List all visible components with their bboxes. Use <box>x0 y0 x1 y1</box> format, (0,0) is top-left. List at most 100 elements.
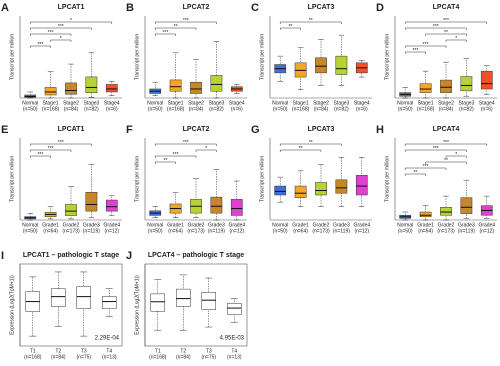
y-axis-label: Transcript per million <box>259 34 265 80</box>
x-tick-label: Normal <box>397 222 413 228</box>
significance-label: ** <box>309 140 313 146</box>
x-tick-count: (n=50) <box>398 228 413 234</box>
box <box>210 75 223 92</box>
panel-title: LPCAT4 <box>433 4 460 11</box>
x-tick-count: (n=168) <box>42 106 60 112</box>
x-tick-count: (n=12) <box>230 228 245 234</box>
x-tick-label: Grade2 <box>63 222 80 228</box>
significance-bracket <box>279 143 342 146</box>
x-tick-count: (n=12) <box>480 228 495 234</box>
x-tick-label: Stage3 <box>333 100 349 106</box>
x-tick-label: Normal <box>147 222 163 228</box>
significance-bracket <box>445 155 467 158</box>
significance-bracket <box>404 45 447 48</box>
significance-bracket <box>154 143 217 146</box>
box <box>105 84 118 93</box>
x-tick-label: Grade2 <box>438 222 455 228</box>
box <box>335 55 348 75</box>
x-tick-count: (n=168) <box>167 106 185 112</box>
box <box>76 286 92 309</box>
x-tick-label: T1 <box>30 348 36 354</box>
box <box>294 185 307 198</box>
x-tick-label: Grade1 <box>42 222 59 228</box>
y-axis-label: Expression (Log2(TpM+1)) <box>134 275 140 335</box>
box <box>190 81 202 94</box>
panel-letter: D <box>376 2 384 14</box>
panel-title: LPCAT1 <box>58 126 85 133</box>
significance-label: ** <box>309 18 313 24</box>
panel-title: LPCAT2 <box>183 126 210 133</box>
x-tick-count: (n=84) <box>51 354 66 360</box>
box <box>210 196 223 214</box>
panel-letter: I <box>1 250 4 262</box>
panel-title: LPCAT3 <box>308 4 335 11</box>
significance-bracket <box>404 149 467 152</box>
x-tick-label: Normal <box>397 100 413 106</box>
significance-bracket <box>29 143 92 146</box>
significance-bracket <box>50 39 72 42</box>
x-tick-count: (n=82) <box>459 106 474 112</box>
x-tick-label: Normal <box>272 222 288 228</box>
x-tick-label: Grade2 <box>313 222 330 228</box>
significance-bracket <box>404 27 467 30</box>
significance-bracket <box>425 33 467 36</box>
significance-bracket <box>154 21 217 24</box>
x-tick-count: (n=119) <box>333 228 350 234</box>
x-tick-label: Grade4 <box>478 222 495 228</box>
x-tick-label: Stage4 <box>229 100 245 106</box>
x-tick-count: (n=50) <box>273 228 288 234</box>
x-tick-label: T3 <box>206 348 212 354</box>
x-tick-count: (n=12) <box>105 228 120 234</box>
panel-title: LPCAT4 – pathologic T stage <box>148 252 244 259</box>
significance-bracket <box>29 33 72 36</box>
box <box>101 296 117 309</box>
box <box>440 207 452 216</box>
box <box>230 199 243 216</box>
significance-label: ** <box>163 158 167 164</box>
x-tick-label: Stage2 <box>188 100 204 106</box>
significance-label: *** <box>443 140 449 146</box>
box <box>65 204 77 216</box>
x-tick-count: (n=119) <box>458 228 475 234</box>
x-tick-count: (n=84) <box>64 106 79 112</box>
x-tick-count: (n=50) <box>148 106 163 112</box>
box <box>335 179 348 194</box>
significance-bracket <box>29 149 72 152</box>
x-tick-label: T2 <box>55 348 61 354</box>
box <box>419 211 432 218</box>
significance-label: *** <box>183 18 189 24</box>
panel-letter: H <box>376 124 384 136</box>
x-tick-count: (n=75) <box>76 354 91 360</box>
x-tick-label: T2 <box>180 348 186 354</box>
x-tick-count: (n=50) <box>23 228 38 234</box>
y-axis-label: Transcript per million <box>384 34 390 80</box>
x-tick-label: Stage1 <box>418 100 434 106</box>
y-axis-label: Transcript per million <box>134 156 140 202</box>
x-tick-label: Stage4 <box>479 100 495 106</box>
x-tick-count: (n=84) <box>176 354 191 360</box>
x-tick-label: Grade3 <box>208 222 225 228</box>
significance-bracket <box>425 161 467 164</box>
x-tick-label: Stage1 <box>168 100 184 106</box>
x-tick-count: (n=12) <box>355 228 370 234</box>
panel-title: LPCAT2 <box>183 4 210 11</box>
x-tick-count: (n=173) <box>187 228 205 234</box>
significance-label: *** <box>433 146 439 152</box>
y-axis-label: Expression (Log2(TpM+1)) <box>9 275 15 335</box>
box <box>85 192 98 212</box>
box <box>85 76 98 93</box>
significance-label: ** <box>299 146 303 152</box>
box <box>44 87 57 96</box>
x-tick-count: (n=6) <box>231 106 243 112</box>
x-tick-label: Grade4 <box>353 222 370 228</box>
plot-frame <box>144 263 248 347</box>
x-tick-count: (n=119) <box>83 228 100 234</box>
box <box>460 76 473 92</box>
significance-bracket <box>279 27 301 30</box>
x-tick-label: Stage2 <box>63 100 79 106</box>
x-tick-label: Grade1 <box>417 222 434 228</box>
significance-label: *** <box>37 42 43 48</box>
x-tick-label: Grade4 <box>228 222 245 228</box>
x-tick-label: Stage3 <box>208 100 224 106</box>
x-tick-label: Grade3 <box>83 222 100 228</box>
